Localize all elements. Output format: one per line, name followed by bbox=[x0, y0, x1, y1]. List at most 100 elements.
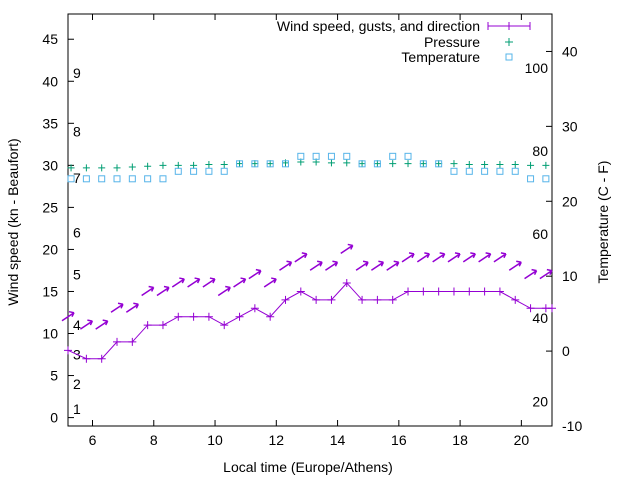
left-y-tick-label: 5 bbox=[50, 368, 58, 384]
temperature-point bbox=[266, 160, 274, 168]
pressure-point bbox=[419, 160, 427, 168]
pressure-point bbox=[481, 161, 489, 169]
gust-arrow bbox=[370, 260, 385, 271]
gust-arrow bbox=[217, 285, 231, 297]
fahrenheit-label: 80 bbox=[532, 143, 548, 159]
x-axis-title: Local time (Europe/Athens) bbox=[223, 459, 393, 475]
beaufort-label: 4 bbox=[73, 317, 81, 333]
temperature-point bbox=[373, 160, 381, 168]
gust-arrow bbox=[263, 277, 277, 288]
right-y-tick-label: 20 bbox=[562, 193, 578, 209]
wind-speed-point bbox=[419, 287, 428, 296]
gust-arrow bbox=[355, 260, 369, 271]
pressure-point bbox=[496, 161, 504, 169]
wind-speed-point bbox=[312, 295, 321, 304]
beaufort-label: 9 bbox=[73, 65, 81, 81]
temperature-point bbox=[450, 167, 458, 175]
left-y-tick-label: 25 bbox=[42, 199, 58, 215]
pressure-point bbox=[327, 159, 335, 167]
right-y-tick-label: 30 bbox=[562, 118, 578, 134]
pressure-point bbox=[205, 161, 213, 169]
pressure-point bbox=[343, 159, 351, 167]
pressure-point bbox=[266, 160, 274, 168]
wind-speed-point bbox=[296, 287, 305, 296]
left-axis-title: Wind speed (kn - Beaufort) bbox=[5, 138, 21, 305]
temperature-point bbox=[190, 167, 198, 175]
pressure-point bbox=[389, 160, 397, 168]
legend-pressure-label: Pressure bbox=[424, 34, 480, 50]
left-y-tick-label: 0 bbox=[50, 410, 58, 426]
temperature-point bbox=[542, 175, 550, 183]
gust-arrow bbox=[386, 260, 400, 271]
gust-arrow bbox=[171, 277, 185, 288]
wind-speed-point bbox=[327, 295, 336, 304]
gust-arrow bbox=[233, 277, 247, 288]
gust-arrow bbox=[279, 260, 293, 271]
legend-pressure-marker bbox=[505, 38, 513, 46]
wind-speed-point bbox=[281, 295, 290, 304]
gust-arrow bbox=[156, 285, 170, 297]
gust-arrow bbox=[539, 268, 553, 280]
temperature-point bbox=[67, 175, 75, 183]
gust-arrow bbox=[508, 260, 522, 271]
left-y-tick-label: 15 bbox=[42, 283, 58, 299]
gust-arrow bbox=[478, 252, 492, 263]
right-axis-title: Temperature (C - F) bbox=[595, 161, 611, 284]
pressure-point bbox=[113, 164, 121, 172]
wind-speed-point bbox=[250, 304, 259, 313]
temperature-point bbox=[389, 152, 397, 160]
gust-arrow bbox=[110, 302, 124, 313]
temperature-point bbox=[281, 160, 289, 168]
x-tick-label: 16 bbox=[391, 432, 407, 448]
pressure-point bbox=[404, 160, 412, 168]
gust-arrow bbox=[141, 285, 155, 297]
wind-speed-point bbox=[388, 295, 397, 304]
wind-speed-point bbox=[220, 321, 229, 330]
pressure-point bbox=[527, 161, 535, 169]
gust-arrow bbox=[416, 252, 431, 263]
temperature-point bbox=[435, 160, 443, 168]
gust-arrow bbox=[462, 252, 476, 263]
plot-frame bbox=[67, 13, 553, 427]
gust-arrow bbox=[125, 302, 139, 313]
pressure-point bbox=[220, 161, 228, 169]
data-layer bbox=[61, 152, 556, 363]
pressure-point bbox=[98, 164, 106, 172]
fahrenheit-label: 40 bbox=[532, 310, 548, 326]
pressure-point bbox=[144, 162, 152, 170]
wind-speed-point bbox=[113, 337, 122, 346]
beaufort-label: 1 bbox=[73, 401, 81, 417]
fahrenheit-label: 20 bbox=[532, 393, 548, 409]
beaufort-label: 7 bbox=[73, 170, 81, 186]
legend-wind-marker bbox=[487, 22, 531, 30]
temperature-point bbox=[236, 160, 244, 168]
gust-arrow bbox=[187, 277, 201, 288]
wind-speed-point bbox=[342, 279, 351, 288]
pressure-point bbox=[511, 161, 519, 169]
wind-speed-point bbox=[143, 321, 152, 330]
left-y-tick-label: 20 bbox=[42, 241, 58, 257]
wind-speed-point bbox=[204, 312, 213, 321]
x-tick-label: 10 bbox=[207, 432, 223, 448]
gust-arrow bbox=[447, 252, 461, 263]
temperature-point bbox=[343, 152, 351, 160]
x-tick-label: 20 bbox=[514, 432, 530, 448]
wind-speed-point bbox=[465, 287, 474, 296]
left-y-tick-label: 35 bbox=[42, 115, 58, 131]
temperature-point bbox=[465, 167, 473, 175]
temperature-point bbox=[159, 175, 167, 183]
temperature-point bbox=[419, 160, 427, 168]
temperature-point bbox=[481, 167, 489, 175]
wind-speed-point bbox=[404, 287, 413, 296]
pressure-point bbox=[82, 164, 90, 172]
gust-arrow bbox=[61, 310, 75, 322]
gust-arrow bbox=[401, 252, 415, 263]
wind-speed-point bbox=[548, 304, 556, 313]
wind-speed-point bbox=[64, 346, 72, 355]
gust-arrow bbox=[325, 260, 339, 271]
beaufort-label: 8 bbox=[73, 124, 81, 140]
temperature-point bbox=[113, 175, 121, 183]
right-y-tick-label: 0 bbox=[562, 343, 570, 359]
left-y-tick-label: 40 bbox=[42, 73, 58, 89]
pressure-point bbox=[251, 160, 259, 168]
